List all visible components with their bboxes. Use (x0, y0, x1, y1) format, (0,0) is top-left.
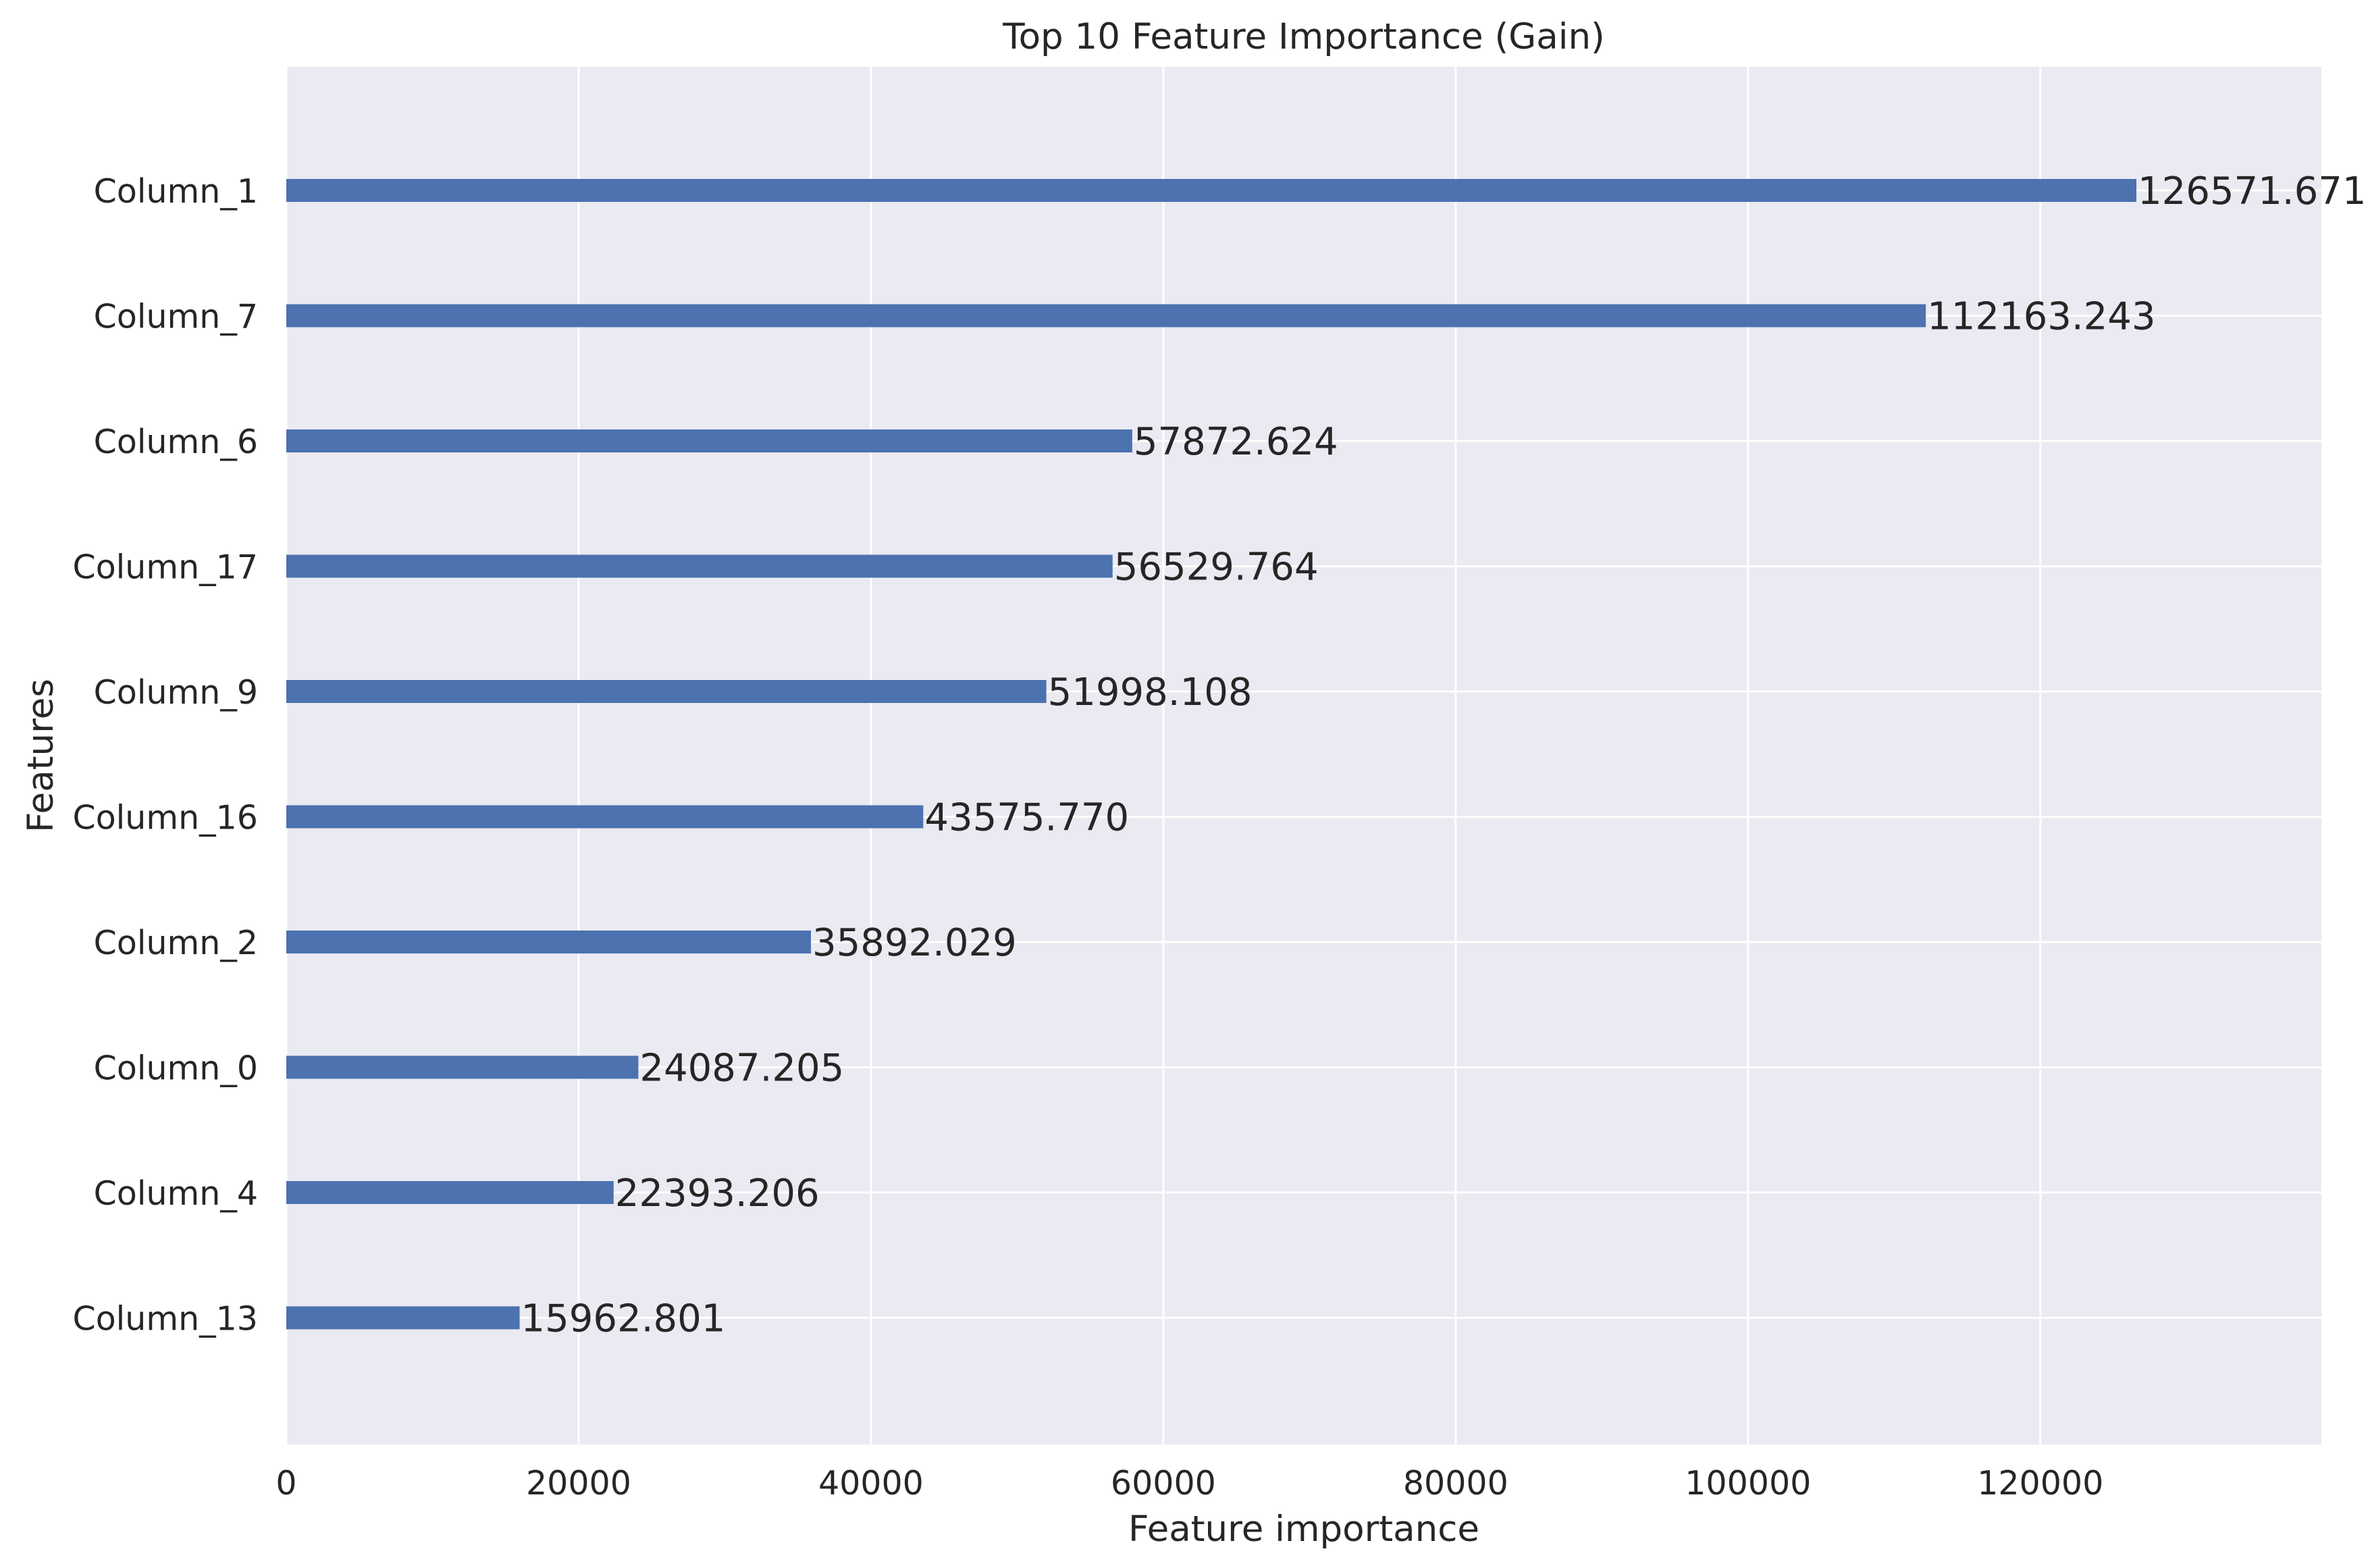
bar (286, 179, 2137, 202)
x-tick-label: 20000 (526, 1464, 631, 1502)
y-tick-label: Column_9 (94, 673, 258, 712)
y-tick-label: Column_16 (72, 799, 258, 837)
bar-value-label: 35892.029 (812, 921, 1017, 965)
y-tick-label: Column_17 (72, 548, 258, 587)
bar-value-label: 112163.243 (1927, 295, 2155, 339)
bar (286, 1306, 520, 1330)
bar (286, 429, 1132, 452)
y-tick-label: Column_6 (94, 423, 258, 461)
bar (286, 931, 811, 953)
bar (286, 1181, 614, 1204)
bar (286, 680, 1047, 703)
value-labels: 126571.671 112163.243 57872.624 56529.764 51… (521, 169, 2367, 1341)
bar (286, 1055, 639, 1079)
x-axis-label: Feature importance (1128, 1509, 1479, 1550)
bars (286, 179, 2137, 1330)
y-tick-label: Column_13 (72, 1300, 258, 1338)
plot-area (286, 67, 2321, 1444)
y-axis-label: Features (20, 679, 61, 833)
bar (286, 304, 1926, 328)
bar-value-label: 56529.764 (1114, 546, 1319, 590)
bar-value-label: 126571.671 (2138, 169, 2366, 213)
y-tick-label: Column_2 (94, 924, 258, 962)
y-tick-label: Column_4 (94, 1174, 258, 1213)
y-tick-label: Column_0 (94, 1049, 258, 1088)
y-tick-labels: Column_1 Column_7 Column_6 Column_17 Column_… (72, 172, 258, 1338)
x-tick-label: 80000 (1403, 1464, 1508, 1502)
bar-value-label: 43575.770 (924, 796, 1129, 840)
bar-value-label: 51998.108 (1048, 671, 1253, 714)
x-tick-label: 40000 (818, 1464, 924, 1502)
bar-value-label: 15962.801 (521, 1297, 726, 1341)
y-tick-label: Column_1 (94, 172, 258, 211)
x-tick-label: 120000 (1977, 1464, 2103, 1502)
x-tick-labels: 0 20000 40000 60000 80000 100000 120000 (275, 1464, 2103, 1502)
bar-value-label: 24087.205 (639, 1047, 844, 1091)
x-tick-label: 60000 (1111, 1464, 1216, 1502)
x-tick-label: 100000 (1685, 1464, 1811, 1502)
bar-value-label: 57872.624 (1134, 420, 1338, 464)
x-tick-label: 0 (275, 1464, 296, 1502)
bar-value-label: 22393.206 (615, 1172, 820, 1216)
bar (286, 554, 1113, 578)
y-tick-label: Column_7 (94, 298, 258, 336)
bar (286, 805, 924, 829)
chart-title: Top 10 Feature Importance (Gain) (1002, 16, 1604, 57)
